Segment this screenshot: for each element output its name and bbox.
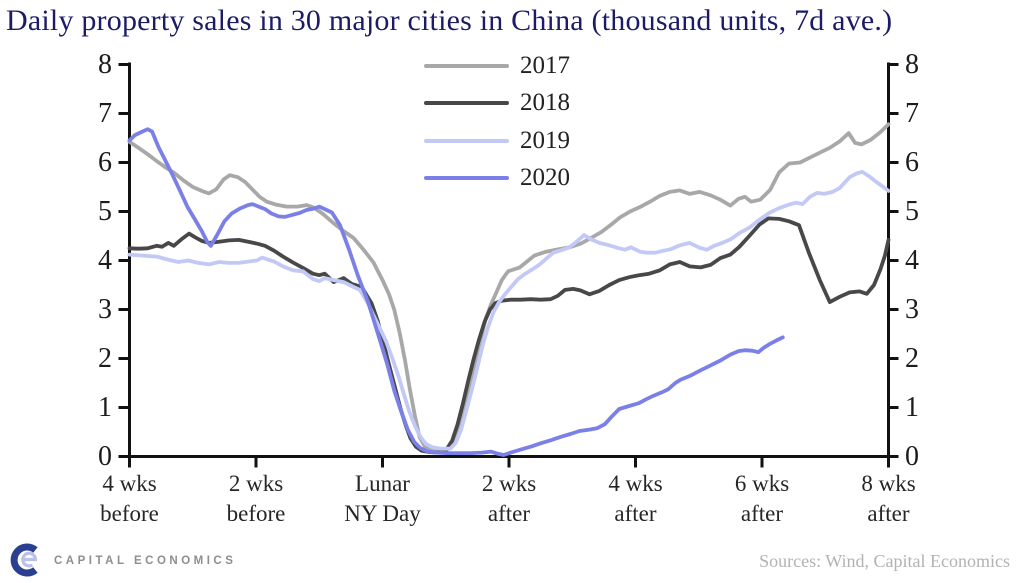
legend-item-2020: 2020 [424,160,570,198]
y-tick-label-right: 7 [905,97,919,129]
y-tick-label-right: 5 [905,195,919,227]
y-tick-label-left: 2 [98,342,112,374]
y-tick-label-right: 3 [905,293,919,325]
legend-swatch-2020 [424,176,509,181]
y-tick-label-left: 0 [98,440,112,472]
legend-label-2017: 2017 [520,51,570,79]
brand-logo-text: CAPITAL ECONOMICS [54,555,237,567]
brand-logo: CAPITAL ECONOMICS [8,540,236,580]
legend-swatch-2019 [424,138,509,143]
legend-item-2017: 2017 [424,47,570,85]
y-tick-label-left: 5 [98,195,112,227]
legend-label-2019: 2019 [520,126,570,154]
y-tick-label-left: 8 [98,48,112,80]
capital-economics-logo-icon [10,543,38,577]
legend-swatch-2018 [424,101,509,106]
y-tick-label-right: 6 [905,146,919,178]
y-tick-label-left: 1 [98,391,112,423]
y-tick-label-right: 0 [905,440,919,472]
series-line-2020 [127,127,785,457]
page-title: Daily property sales in 30 major cities … [6,4,893,37]
chart-legend: 2017 2018 2019 2020 [424,47,570,197]
y-tick-label-left: 3 [98,293,112,325]
series-line-2018 [127,216,891,455]
legend-item-2019: 2019 [424,122,570,160]
y-tick-label-right: 1 [905,391,919,423]
y-tick-label-left: 7 [98,97,112,129]
legend-label-2020: 2020 [520,164,570,192]
y-tick-label-right: 8 [905,48,919,80]
y-tick-label-left: 6 [98,146,112,178]
x-tick-label: 6 wks after [734,470,790,526]
legend-item-2018: 2018 [424,85,570,123]
y-tick-label-right: 2 [905,342,919,374]
x-tick-label: 8 wks after [861,470,916,526]
legend-label-2018: 2018 [520,89,570,117]
series-line-2017 [127,122,891,455]
x-tick-label: 2 wks before [226,470,286,526]
x-tick-label: 4 wks after [608,470,663,526]
legend-swatch-2017 [424,63,509,68]
y-tick-label-right: 4 [905,244,919,276]
sources-note: Sources: Wind, Capital Economics [759,551,1010,571]
y-tick-label-left: 4 [98,244,112,276]
x-tick-label: Lunar NY Day [344,470,421,526]
x-tick-label: 2 wks after [481,470,537,526]
series-line-2019 [127,169,891,451]
x-tick-label: 4 wks before [100,470,159,526]
